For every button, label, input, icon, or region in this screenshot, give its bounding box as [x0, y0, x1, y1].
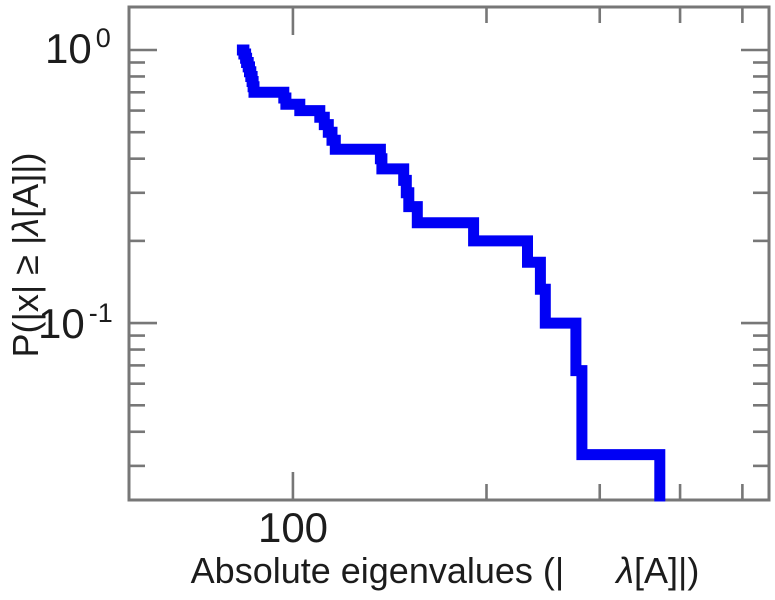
x-axis-label-suffix: [A]|) — [633, 550, 700, 591]
y-axis-label: P(|x| ≥ | λ [A]|) — [5, 152, 46, 358]
y-axis-label-bar: | — [5, 235, 46, 245]
y-tick-label-1: 10 0 — [45, 23, 111, 72]
x-axis-label: Absolute eigenvalues (| λ [A]|) — [191, 553, 700, 589]
y-tick-label-1-base: 10 — [45, 25, 92, 72]
y-tick-label-1-exponent: 0 — [95, 23, 111, 53]
y-axis-label-geq: ≥ — [5, 254, 46, 275]
x-tick-label-100: 100 — [257, 504, 329, 551]
x-axis-label-lambda: λ — [616, 550, 634, 591]
plot-border — [127, 5, 771, 502]
y-tick-label-0p1: 10 -1 — [38, 298, 113, 347]
y-tick-label-0p1-base: 10 — [38, 300, 85, 347]
ccdf-step-line — [236, 44, 666, 502]
x-axis-label-prefix: Absolute eigenvalues (| — [190, 550, 565, 591]
y-axis-label-suffix: [A]|) — [5, 152, 46, 218]
y-axis-label-lambda: λ — [5, 217, 46, 236]
y-tick-label-0p1-exponent: -1 — [88, 298, 113, 328]
y-axis-label-prefix: P(|x| — [5, 284, 46, 358]
